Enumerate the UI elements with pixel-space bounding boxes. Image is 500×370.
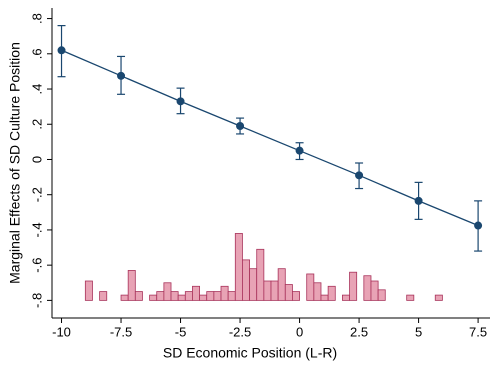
x-tick-label: -10: [52, 324, 71, 339]
histogram-bar: [149, 294, 158, 301]
histogram-bar: [270, 280, 279, 301]
histogram-bar: [349, 271, 358, 301]
y-tick-label: .4: [29, 84, 44, 95]
histogram-bar: [206, 291, 215, 301]
histogram-bar: [284, 284, 293, 301]
histogram-bar: [263, 280, 272, 301]
histogram-bar: [320, 294, 329, 301]
histogram-bar: [377, 289, 386, 301]
y-tick-label: .2: [29, 119, 44, 130]
y-tick-label: .6: [29, 48, 44, 59]
histogram-bar: [292, 291, 300, 301]
x-tick-label: 7.5: [469, 324, 487, 339]
x-tick-label: -5: [175, 324, 187, 339]
histogram-bar: [327, 285, 336, 301]
histogram-bar: [363, 275, 372, 301]
histogram-bar: [277, 268, 286, 301]
histogram-bar: [434, 294, 443, 301]
histogram-bar: [342, 294, 350, 301]
histogram-bar: [227, 291, 236, 301]
point: [295, 146, 304, 155]
histogram-bar: [242, 259, 250, 301]
histogram-bar: [220, 285, 229, 301]
histogram-bar: [120, 294, 129, 301]
x-tick-label: 2.5: [350, 324, 368, 339]
histogram-bar: [184, 291, 193, 301]
x-tick-label: 5: [415, 324, 422, 339]
y-tick-label: -.2: [29, 187, 44, 202]
x-tick-label: -7.5: [110, 324, 132, 339]
point: [117, 71, 126, 80]
histogram-bar: [370, 280, 379, 301]
point: [236, 122, 245, 131]
y-tick-label: -.8: [29, 293, 44, 308]
x-axis-label: SD Economic Position (L-R): [163, 345, 337, 361]
histogram-bar: [192, 285, 200, 301]
y-axis-label: Marginal Effects of SD Culture Position: [7, 42, 23, 284]
x-tick-label: -2.5: [229, 324, 251, 339]
point: [474, 221, 483, 230]
histogram-bar: [213, 291, 222, 301]
histogram-bar: [306, 273, 315, 301]
histogram-bar: [313, 282, 322, 301]
histogram-bar: [256, 248, 265, 301]
y-tick-label: 0: [29, 156, 44, 163]
point: [176, 97, 185, 106]
y-tick-label: .8: [29, 13, 44, 24]
y-tick-label: -.6: [29, 258, 44, 273]
histogram-bar: [234, 233, 243, 301]
x-tick-label: 0: [296, 324, 303, 339]
point: [355, 171, 364, 180]
histogram-bar: [199, 294, 208, 301]
histogram-bar: [99, 291, 108, 301]
histogram-bar: [177, 294, 186, 301]
histogram-bar: [406, 294, 415, 301]
point: [57, 46, 66, 55]
point: [414, 196, 423, 205]
histogram-bar: [170, 291, 179, 301]
histogram-bar: [156, 291, 165, 301]
y-tick-label: -.4: [29, 222, 44, 237]
histogram-bar: [134, 291, 143, 301]
histogram-bar: [249, 268, 258, 301]
line: [61, 49, 479, 227]
histogram-bar: [163, 282, 172, 301]
histogram-bar: [84, 280, 93, 301]
histogram-bar: [127, 270, 136, 301]
